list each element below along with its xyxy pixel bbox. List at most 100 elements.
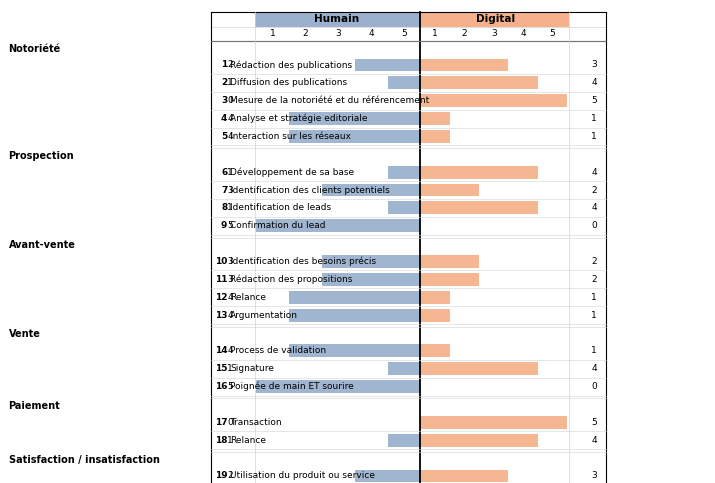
Text: 4: 4 (591, 78, 597, 87)
Text: 12: 12 (215, 293, 227, 302)
Bar (322, 273, 420, 286)
Text: 14: 14 (214, 346, 227, 355)
Text: 4: 4 (591, 364, 597, 373)
Text: 0: 0 (227, 96, 233, 105)
Text: 2: 2 (462, 29, 467, 38)
Text: 5: 5 (591, 96, 597, 105)
Text: 1: 1 (432, 29, 438, 38)
Text: 16: 16 (215, 382, 227, 391)
Bar (420, 434, 538, 447)
Text: 2: 2 (227, 471, 233, 481)
Bar (388, 76, 420, 89)
Bar (420, 58, 508, 71)
Bar (289, 112, 420, 125)
Text: Interaction sur les réseaux: Interaction sur les réseaux (230, 132, 351, 141)
Text: 1: 1 (227, 168, 233, 177)
Bar (256, 219, 420, 232)
Text: 2: 2 (591, 275, 597, 284)
Text: 5: 5 (227, 221, 233, 230)
Text: 6: 6 (221, 168, 227, 177)
Text: 4: 4 (227, 114, 233, 123)
Text: 5: 5 (549, 29, 556, 38)
Text: 2: 2 (591, 185, 597, 195)
Bar (420, 12, 569, 27)
Bar (388, 434, 420, 447)
Text: 4: 4 (591, 168, 597, 177)
Text: Utilisation du produit ou service: Utilisation du produit ou service (230, 471, 375, 481)
Text: 4: 4 (227, 293, 233, 302)
Bar (289, 344, 420, 357)
Bar (420, 362, 538, 375)
Text: 3: 3 (591, 471, 597, 481)
Text: Vente: Vente (9, 329, 41, 340)
Bar (420, 112, 450, 125)
Text: 4: 4 (227, 346, 233, 355)
Text: Diffusion des publications: Diffusion des publications (230, 78, 347, 87)
Text: Analyse et stratégie editoriale: Analyse et stratégie editoriale (230, 114, 368, 123)
Text: 19: 19 (214, 471, 227, 481)
Text: Digital: Digital (475, 14, 515, 24)
Text: 1: 1 (221, 60, 227, 70)
Bar (289, 291, 420, 304)
Text: Signature: Signature (230, 364, 274, 373)
Text: Notoriété: Notoriété (9, 43, 61, 54)
Bar (420, 184, 479, 197)
Text: 1: 1 (591, 114, 597, 123)
Bar (420, 130, 450, 143)
Text: 1: 1 (227, 203, 233, 213)
Bar (255, 12, 420, 27)
Text: 11: 11 (215, 275, 227, 284)
Text: Prospection: Prospection (9, 151, 74, 161)
Text: 4: 4 (591, 203, 597, 213)
Text: 15: 15 (215, 364, 227, 373)
Text: Avant-vente: Avant-vente (9, 240, 76, 250)
Text: Relance: Relance (230, 436, 266, 445)
Text: 17: 17 (214, 418, 227, 427)
Text: 3: 3 (227, 257, 233, 266)
Text: Argumentation: Argumentation (230, 311, 298, 320)
Text: 1: 1 (227, 364, 233, 373)
Text: 3: 3 (221, 96, 227, 105)
Text: Confirmation du lead: Confirmation du lead (230, 221, 326, 230)
Text: 4: 4 (221, 114, 227, 123)
Text: Développement de sa base: Développement de sa base (230, 168, 355, 177)
Bar (420, 255, 479, 268)
Text: Identification des clients potentiels: Identification des clients potentiels (230, 185, 390, 195)
Text: 4: 4 (227, 132, 233, 141)
Text: 3: 3 (335, 29, 341, 38)
Text: 9: 9 (221, 221, 227, 230)
Text: Rédaction des publications: Rédaction des publications (230, 60, 352, 70)
Text: 4: 4 (521, 29, 526, 38)
Text: 1: 1 (591, 293, 597, 302)
Text: Process de validation: Process de validation (230, 346, 326, 355)
Text: 13: 13 (215, 311, 227, 320)
Text: 4: 4 (227, 311, 233, 320)
Text: 5: 5 (401, 29, 407, 38)
Bar (388, 362, 420, 375)
Bar (420, 201, 538, 214)
Text: 1: 1 (270, 29, 275, 38)
Text: 8: 8 (221, 203, 227, 213)
Text: 0: 0 (591, 382, 597, 391)
Bar (420, 344, 450, 357)
Text: 2: 2 (221, 78, 227, 87)
Text: 3: 3 (490, 29, 497, 38)
Text: 1: 1 (591, 346, 597, 355)
Bar (388, 201, 420, 214)
Bar (420, 94, 567, 107)
Text: 3: 3 (227, 185, 233, 195)
Text: 1: 1 (591, 132, 597, 141)
Text: Paiement: Paiement (9, 401, 60, 411)
Text: 7: 7 (221, 185, 227, 195)
Bar (420, 309, 450, 322)
Text: 5: 5 (591, 418, 597, 427)
Text: 5: 5 (227, 382, 233, 391)
Text: 3: 3 (227, 275, 233, 284)
Bar (355, 469, 420, 483)
Bar (388, 166, 420, 179)
Bar (420, 166, 538, 179)
Text: Identification des besoins précis: Identification des besoins précis (230, 257, 376, 266)
Bar (355, 58, 420, 71)
Text: 4: 4 (591, 436, 597, 445)
Text: 18: 18 (215, 436, 227, 445)
